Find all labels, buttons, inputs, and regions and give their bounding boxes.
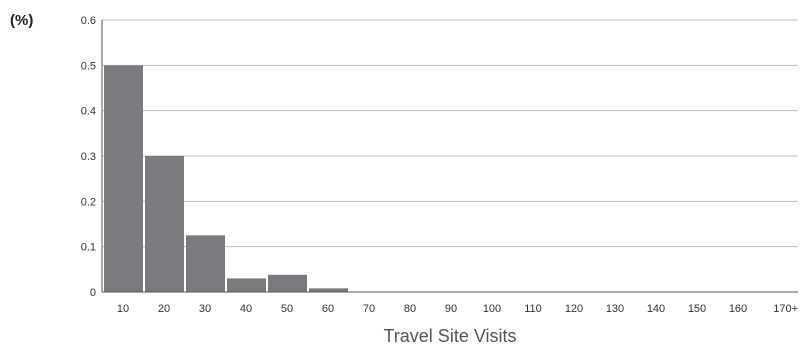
x-tick-label: 40 bbox=[240, 303, 252, 315]
y-tick-label: 0.1 bbox=[81, 242, 96, 254]
y-axis-unit-label: (%) bbox=[10, 12, 33, 29]
x-tick-label: 30 bbox=[199, 303, 211, 315]
y-tick-label: 0.3 bbox=[81, 151, 96, 163]
grid-lines bbox=[102, 19, 798, 248]
x-tick-label: 20 bbox=[158, 303, 170, 315]
bar-20 bbox=[145, 156, 184, 292]
x-tick-label: 10 bbox=[117, 303, 129, 315]
bar-40 bbox=[227, 278, 266, 292]
x-tick-label: 130 bbox=[606, 303, 624, 315]
x-tick-label: 150 bbox=[688, 303, 706, 315]
y-tick-labels: 0 0.1 0.2 0.3 0.4 0.5 0.6 bbox=[81, 15, 96, 299]
bar-10 bbox=[104, 65, 143, 292]
x-tick-label: 140 bbox=[647, 303, 665, 315]
y-tick-label: 0.5 bbox=[81, 60, 96, 72]
x-tick-label: 110 bbox=[524, 303, 542, 315]
bar-50 bbox=[268, 274, 307, 292]
y-tick-label: 0.6 bbox=[81, 15, 96, 27]
bar-60 bbox=[309, 288, 348, 292]
y-tick-label: 0 bbox=[90, 287, 96, 299]
x-axis-label: Travel Site Visits bbox=[383, 326, 516, 346]
y-tick-label: 0.4 bbox=[81, 106, 96, 118]
x-tick-label: 170+ bbox=[773, 303, 798, 315]
x-tick-label: 120 bbox=[565, 303, 583, 315]
x-tick-label: 70 bbox=[363, 303, 375, 315]
x-tick-label: 60 bbox=[322, 303, 334, 315]
bars bbox=[104, 65, 348, 292]
x-tick-labels: 10 20 30 40 50 60 70 80 90 100 110 120 130 140 150 160 1… bbox=[117, 303, 798, 315]
x-tick-label: 90 bbox=[445, 303, 457, 315]
bar-30 bbox=[186, 235, 225, 292]
y-tick-label: 0.2 bbox=[81, 196, 96, 208]
x-tick-label: 100 bbox=[483, 303, 501, 315]
x-tick-label: 160 bbox=[729, 303, 747, 315]
x-tick-label: 80 bbox=[404, 303, 416, 315]
x-tick-label: 50 bbox=[281, 303, 293, 315]
axes bbox=[101, 20, 798, 293]
